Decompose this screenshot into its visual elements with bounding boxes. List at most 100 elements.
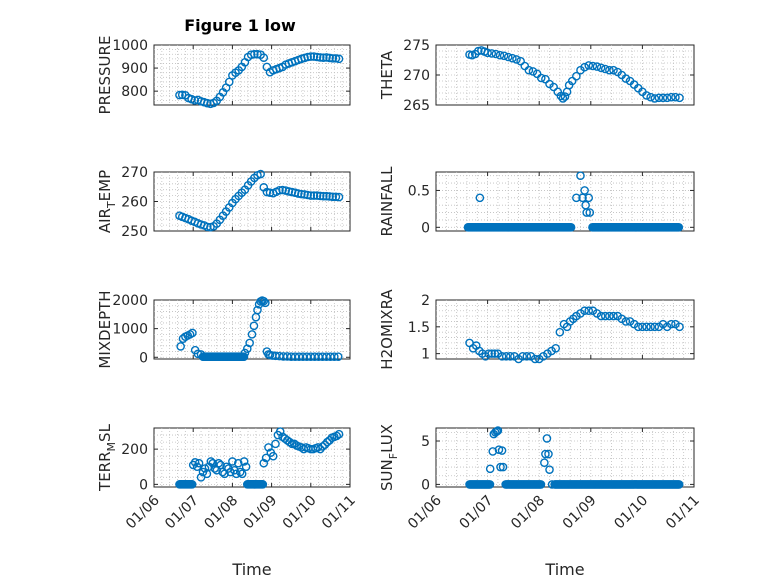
y-tick-label: 0.5: [408, 183, 430, 199]
data-point: [275, 185, 284, 195]
data-point: [331, 54, 341, 63]
data-point: [654, 93, 664, 103]
data-point: [290, 439, 299, 449]
data-point: [609, 65, 618, 75]
data-point: [293, 189, 303, 198]
y-axis-label: RAINFALL: [378, 166, 396, 237]
data-point: [475, 193, 485, 203]
data-point: [333, 352, 343, 362]
data-point: [503, 52, 513, 62]
data-point: [203, 222, 212, 232]
data-point: [592, 62, 602, 71]
data-point: [491, 49, 501, 59]
data-point: [306, 52, 316, 61]
data-point: [325, 192, 334, 201]
data-point: [658, 93, 668, 103]
data-point: [309, 52, 319, 61]
x-axis-label: Time: [544, 560, 584, 579]
data-point: [666, 319, 676, 329]
data-point: [322, 191, 331, 201]
data-point: [312, 52, 322, 62]
data-point: [271, 439, 280, 449]
data-point: [572, 193, 581, 203]
grid-lines: [154, 300, 350, 359]
data-point: [312, 191, 322, 200]
data-point: [253, 305, 262, 315]
grid-lines: [436, 45, 694, 105]
data-point: [247, 330, 257, 339]
data-point: [596, 311, 606, 321]
y-tick-label: 1000: [112, 38, 148, 54]
data-point: [241, 462, 251, 472]
y-tick-label: 2: [421, 293, 430, 309]
data-point: [239, 352, 249, 362]
y-tick-label: 800: [121, 84, 148, 100]
y-tick-label: 270: [403, 68, 430, 84]
data-point: [246, 50, 256, 59]
y-tick-label: 275: [403, 38, 430, 54]
data-point: [175, 90, 184, 100]
data-point: [487, 349, 497, 358]
data-point: [596, 63, 606, 73]
data-point: [584, 193, 594, 203]
data-series: [175, 427, 344, 489]
data-point: [245, 338, 254, 348]
data-point: [484, 349, 493, 358]
data-point: [544, 449, 553, 459]
data-point: [541, 449, 550, 459]
data-point: [196, 350, 206, 359]
data-point: [572, 71, 581, 81]
data-point: [285, 437, 294, 447]
data-series: [463, 171, 684, 232]
y-tick-label: 0: [421, 220, 430, 236]
data-point: [512, 55, 521, 64]
data-point: [214, 458, 223, 468]
data-point: [530, 354, 540, 364]
grid-lines: [436, 428, 694, 487]
y-tick-label: 250: [121, 224, 148, 240]
data-point: [237, 469, 247, 479]
data-point: [315, 444, 325, 454]
data-point: [259, 458, 269, 468]
data-point: [187, 480, 197, 489]
y-tick-label: 0: [139, 477, 148, 493]
data-point: [330, 352, 339, 362]
data-point: [190, 96, 200, 105]
data-point: [551, 343, 561, 353]
y-tick-label: 0: [139, 350, 148, 366]
subplot-theta: 265 270 275 THETA: [378, 38, 695, 114]
data-point: [193, 349, 203, 359]
data-point: [176, 342, 185, 351]
data-point: [228, 457, 237, 466]
data-point: [332, 431, 341, 441]
axes-box: [435, 299, 695, 360]
data-point: [262, 187, 272, 197]
data-point: [497, 352, 507, 361]
data-point: [194, 458, 204, 468]
data-point: [674, 480, 684, 489]
data-point: [331, 192, 341, 202]
data-point: [226, 467, 235, 477]
y-axis-label: H2OMIXRA: [378, 289, 396, 370]
data-point: [499, 51, 509, 61]
data-point: [646, 322, 655, 332]
data-point: [319, 53, 328, 62]
data-point: [585, 208, 595, 217]
data-point: [315, 53, 325, 62]
data-point: [265, 188, 275, 197]
data-point: [675, 322, 684, 332]
data-point: [328, 192, 338, 202]
data-point: [566, 223, 576, 232]
data-point: [580, 62, 589, 72]
data-point: [542, 434, 552, 443]
y-tick-label: 2000: [112, 293, 148, 309]
data-point: [334, 429, 344, 439]
data-point: [642, 322, 651, 332]
data-point: [239, 457, 249, 466]
data-point: [536, 73, 546, 83]
data-point: [674, 223, 684, 232]
data-point: [605, 311, 614, 321]
